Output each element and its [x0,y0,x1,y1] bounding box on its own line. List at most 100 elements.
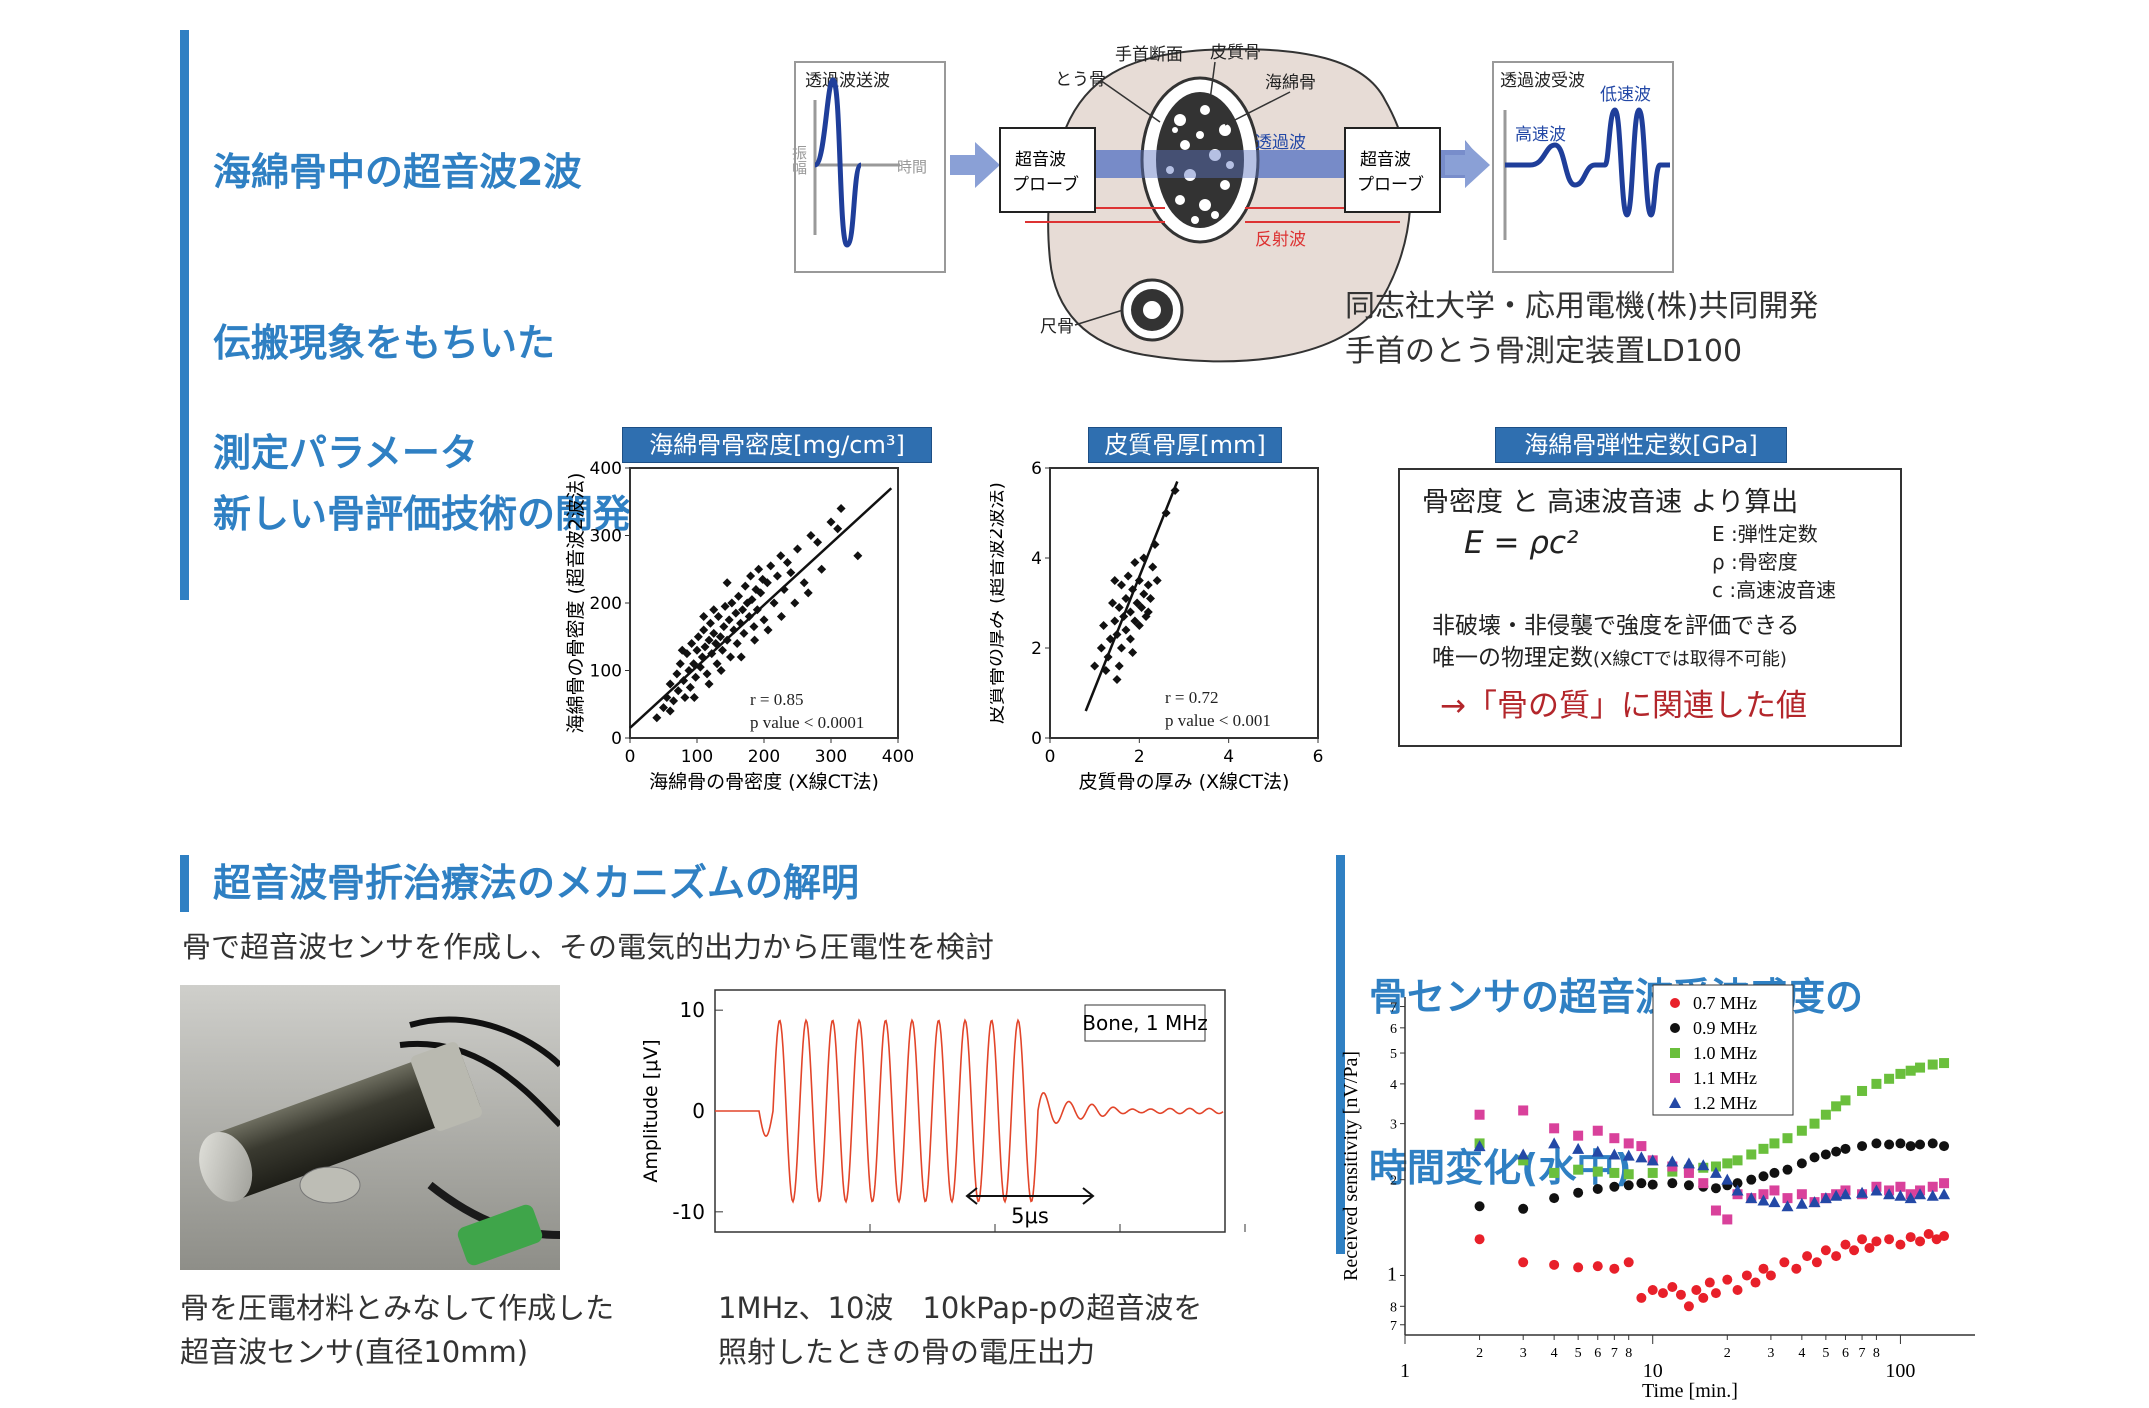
data-point [1592,1261,1603,1272]
data-point [772,571,782,581]
ulna-label: 尺骨 [1040,317,1074,337]
regression-line [629,487,893,729]
data-point [1474,1109,1485,1120]
data-point [1915,1139,1926,1150]
data-point [659,703,668,713]
section1-title-line-1: 海綿骨中の超音波2波 [213,150,582,194]
data-point [1757,1194,1770,1206]
x-minor-tick-label: 2 [1476,1346,1483,1361]
data-point [1915,1236,1926,1247]
data-point [1148,562,1158,572]
data-point [1139,553,1149,563]
data-point [1099,621,1109,630]
data-point [1573,1130,1584,1141]
data-point [715,632,725,642]
data-point [720,601,730,611]
cortical-label: 皮質骨 [1210,43,1261,63]
data-point [695,662,705,672]
x-minor-tick-label: 3 [1520,1346,1527,1361]
data-point [693,632,703,642]
data-point [1883,1188,1896,1200]
data-point [704,635,714,645]
data-point [754,564,764,574]
data-point [665,679,675,689]
data-point [1635,1151,1648,1163]
x-minor-tick-label: 2 [1724,1346,1731,1361]
data-point [806,531,816,540]
data-point [766,561,776,571]
legend-label: 1.2 MHz [1693,1093,1757,1113]
data-point [1683,1180,1694,1191]
data-point [675,659,685,669]
data-point [776,612,786,621]
data-point [1670,1023,1680,1033]
y-tick-label: 8 [1390,1300,1397,1315]
fast-wave-label: 高速波 [1515,125,1566,145]
data-point [736,652,746,662]
data-point [1808,1196,1821,1208]
section1-title: 海綿骨中の超音波2波 伝搬現象をもちいた 新しい骨評価技術の開発 [180,30,631,600]
x-minor-tick-label: 4 [1798,1346,1805,1361]
data-point [1871,1078,1882,1089]
data-point [1591,1145,1604,1157]
y-tick-label: 1 [1387,1263,1397,1285]
wrist-section-label: 手首断面 [1115,45,1183,65]
ultrasound-wrist-diagram: 透過波送波 振幅 時間 透過波 反射波 手首断面 とう骨 皮質骨 海綿骨 尺骨 … [790,43,1674,363]
section3-title: 超音波骨折治療法のメカニズムの解明 [180,855,859,912]
data-point [1938,1188,1951,1200]
data-point [709,628,719,638]
y-tick-label: 7 [1390,1319,1397,1334]
data-point [1670,1048,1680,1058]
y-tick-label: 100 [590,662,622,682]
data-point [1779,1257,1790,1268]
data-point [1927,1181,1938,1192]
data-point [1573,1164,1584,1175]
data-point [750,635,760,645]
legend-label: 0.7 MHz [1693,993,1757,1013]
data-point [1683,1167,1694,1178]
data-point [734,591,744,601]
elastic-legend-e: E :弾性定数 [1712,522,1818,546]
data-point [1636,1292,1647,1303]
data-point [1152,576,1162,585]
data-point [1646,1154,1659,1166]
data-point [1840,1239,1851,1250]
data-point [1647,1167,1658,1178]
x-minor-tick-label: 4 [1551,1346,1558,1361]
data-point [1130,616,1140,626]
data-point [716,666,726,675]
data-point [1161,508,1171,518]
data-point [1809,1152,1820,1163]
photo-caption-2: 超音波センサ(直径10mm) [180,1335,529,1369]
data-point [1121,625,1131,635]
data-point [1884,1139,1895,1150]
radius-label: とう骨 [1055,70,1106,90]
data-point [1090,661,1100,671]
x-minor-tick-label: 7 [1859,1346,1866,1361]
x-tick-label: 0 [625,747,636,767]
data-point [1732,1178,1743,1189]
data-point [1769,1185,1780,1196]
probe-right-label-2: プローブ [1357,174,1424,195]
data-point [724,615,734,625]
y-tick-label: 300 [590,527,622,547]
data-point [1768,1196,1781,1208]
data-point [1795,1197,1808,1209]
data-point [1939,1178,1950,1189]
data-point [1116,643,1126,653]
data-point [726,652,735,662]
regression-line [1084,481,1179,712]
data-point [1782,1164,1793,1175]
time-label: 時間 [897,158,927,176]
data-point [790,598,800,608]
data-point [712,659,722,669]
data-point [705,618,715,628]
data-point [758,574,768,584]
data-point [680,693,690,702]
data-point [751,585,761,594]
data-point [1143,580,1153,590]
data-point [1782,1193,1793,1204]
x-major-tick-label: 100 [1885,1360,1915,1382]
chart-bone-voltage-output: -10 0 10 Amplitude [μV] Bone, 1 MHz 5μs [640,989,1246,1233]
data-point [1871,1138,1882,1149]
